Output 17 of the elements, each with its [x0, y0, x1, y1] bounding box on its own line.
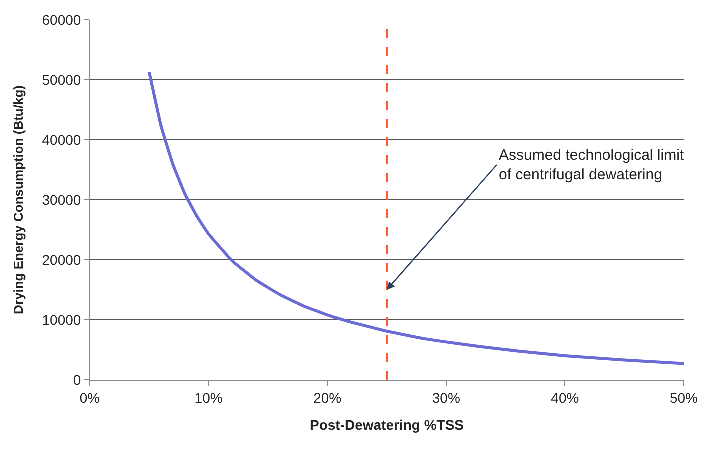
- x-tick-label: 40%: [551, 390, 580, 406]
- y-tick-label: 10000: [42, 312, 82, 328]
- y-axis-title: Drying Energy Consumption (Btu/kg): [11, 86, 26, 314]
- y-tick-label: 0: [73, 372, 82, 388]
- x-tick-label: 0%: [80, 390, 100, 406]
- annotation: Assumed technological limit of centrifugal dewatering: [499, 147, 685, 184]
- x-axis-title: Post-Dewatering %TSS: [310, 417, 464, 434]
- y-tick-label: 50000: [42, 72, 82, 88]
- x-tick-label: 50%: [670, 390, 698, 406]
- x-tick-label: 20%: [314, 390, 342, 406]
- y-tick-label: 60000: [42, 12, 82, 28]
- y-tick-label: 40000: [42, 132, 82, 148]
- line-series: [148, 70, 684, 366]
- x-tick-label: 30%: [432, 390, 460, 406]
- y-tick-label: 20000: [42, 252, 82, 268]
- y-tick-label: 30000: [42, 192, 82, 208]
- x-tick-label: 10%: [194, 390, 223, 406]
